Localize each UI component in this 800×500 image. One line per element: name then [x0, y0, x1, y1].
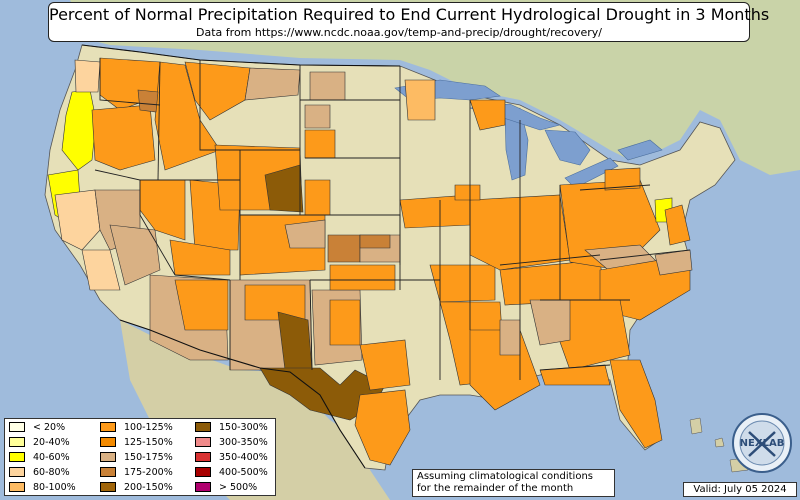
legend-item: 150-175%: [100, 451, 173, 464]
legend-label: 125-150%: [124, 437, 173, 448]
region-colorado-tan: [284, 219, 326, 249]
nexlab-logo: NEXLAB: [732, 413, 792, 473]
region-nm-orange: [244, 284, 306, 321]
region-wa-coast: [74, 59, 101, 93]
legend-swatch: [195, 481, 211, 492]
assumption-note: Assuming climatological conditions for t…: [412, 469, 615, 497]
region-texas-panhandle: [329, 299, 361, 346]
region-florida: [609, 359, 663, 449]
legend-label: 100-125%: [124, 422, 173, 433]
legend-swatch: [9, 451, 25, 462]
legend-label: 40-60%: [33, 452, 70, 463]
state-borders: [94, 58, 691, 380]
legend-item: 80-100%: [9, 481, 76, 494]
legend-swatch: [9, 436, 25, 447]
legend-label: 20-40%: [33, 437, 70, 448]
map-subtitle: Data from https://www.ncdc.noaa.gov/temp…: [196, 26, 602, 39]
legend-swatch: [100, 436, 116, 447]
legend-label: 200-150%: [124, 482, 173, 493]
region-idaho-tan: [137, 89, 159, 113]
legend-label: 350-400%: [219, 452, 268, 463]
region-oklahoma: [329, 264, 396, 291]
region-montana-east: [244, 67, 301, 101]
legend: < 20% 20-40% 40-60% 60-80% 80-100% 100-125% 12…: [4, 418, 276, 496]
legend-item: 125-150%: [100, 436, 173, 449]
region-montana-west: [184, 61, 251, 121]
legend-item: 20-40%: [9, 436, 70, 449]
legend-label: 150-300%: [219, 422, 268, 433]
note-line-1: Assuming climatological conditions: [417, 471, 593, 482]
region-wyoming-brown: [264, 164, 304, 213]
region-nj-orange: [664, 204, 691, 246]
region-nebraska: [304, 129, 336, 159]
legend-item: 175-200%: [100, 466, 173, 479]
title-box: Percent of Normal Precipitation Required…: [48, 2, 770, 42]
drought-regions: [47, 57, 693, 466]
region-east-texas: [359, 339, 411, 391]
legend-swatch: [195, 466, 211, 477]
legend-swatch: [195, 436, 211, 447]
region-ca-south-light: [81, 249, 121, 291]
legend-swatch: [9, 421, 25, 432]
map-title: Percent of Normal Precipitation Required…: [49, 5, 770, 24]
region-se-colorado-brown: [327, 234, 361, 263]
note-line-2: for the remainder of the month: [417, 483, 574, 494]
region-arizona-orange: [174, 279, 229, 331]
region-oregon-coast: [61, 89, 97, 171]
legend-swatch: [100, 481, 116, 492]
legend-item: 400-500%: [195, 466, 268, 479]
legend-label: 300-350%: [219, 437, 268, 448]
legend-swatch: [9, 481, 25, 492]
region-pa-orange: [604, 167, 641, 191]
legend-swatch: [100, 466, 116, 477]
legend-item: 40-60%: [9, 451, 70, 464]
legend-item: 300-350%: [195, 436, 268, 449]
region-ozarks: [429, 264, 496, 303]
legend-label: > 500%: [219, 482, 258, 493]
logo-x-mark: [748, 431, 776, 457]
region-south-texas: [354, 389, 411, 466]
legend-swatch: [100, 421, 116, 432]
canada-land: [70, 0, 800, 175]
legend-swatch: [9, 466, 25, 477]
legend-item: > 500%: [195, 481, 258, 494]
legend-label: 150-175%: [124, 452, 173, 463]
legend-item: 350-400%: [195, 451, 268, 464]
legend-swatch: [195, 451, 211, 462]
region-kansas-brown: [359, 234, 391, 249]
us-mexico-border: [119, 319, 366, 469]
legend-label: 80-100%: [33, 482, 76, 493]
region-minn: [404, 79, 436, 121]
legend-item: < 20%: [9, 421, 66, 434]
region-iowa: [454, 184, 481, 201]
us-canada-border: [81, 44, 401, 67]
region-ne-panhandle: [304, 179, 331, 216]
legend-label: < 20%: [33, 422, 66, 433]
legend-label: 60-80%: [33, 467, 70, 478]
region-utah-south: [169, 239, 231, 276]
legend-item: 100-125%: [100, 421, 173, 434]
legend-item: 60-80%: [9, 466, 70, 479]
legend-item: 150-300%: [195, 421, 268, 434]
legend-label: 175-200%: [124, 467, 173, 478]
region-or-central: [91, 104, 156, 171]
legend-swatch: [195, 421, 211, 432]
legend-swatch: [100, 451, 116, 462]
logo-text: NEXLAB: [740, 438, 785, 449]
legend-label: 400-500%: [219, 467, 268, 478]
region-dakota: [309, 71, 346, 101]
region-nebraska-tan: [304, 104, 331, 129]
region-michigan: [469, 99, 506, 131]
region-ca-north-light: [54, 189, 101, 251]
region-miss-tan: [499, 319, 521, 356]
region-ca-east-tan: [109, 224, 161, 286]
valid-date: Valid: July 05 2024: [683, 482, 797, 497]
legend-item: 200-150%: [100, 481, 173, 494]
